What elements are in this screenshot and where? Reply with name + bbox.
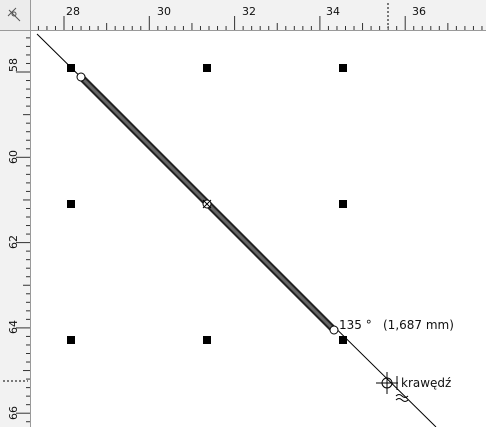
handle-bottom-left[interactable] (67, 336, 75, 344)
ruler-origin-corner[interactable] (0, 0, 31, 31)
angle-readout: 135 ° (339, 318, 372, 332)
handle-top-left[interactable] (67, 64, 75, 72)
snap-crosshair-icon (376, 372, 409, 402)
handle-bottom-right[interactable] (339, 336, 347, 344)
handle-middle-left[interactable] (67, 200, 75, 208)
snap-label: krawędź (401, 376, 451, 390)
start-node[interactable] (76, 72, 86, 82)
length-readout: (1,687 mm) (383, 318, 454, 332)
ruler-origin-crosshair-icon (7, 7, 21, 22)
handle-top-right[interactable] (339, 64, 347, 72)
horizontal-ruler[interactable] (0, 0, 486, 31)
end-node[interactable] (329, 325, 339, 335)
handle-middle-right[interactable] (339, 200, 347, 208)
vertical-ruler[interactable] (0, 0, 31, 427)
mid-node-cross-b (202, 199, 212, 209)
handle-top-center[interactable] (203, 64, 211, 72)
handle-bottom-center[interactable] (203, 336, 211, 344)
